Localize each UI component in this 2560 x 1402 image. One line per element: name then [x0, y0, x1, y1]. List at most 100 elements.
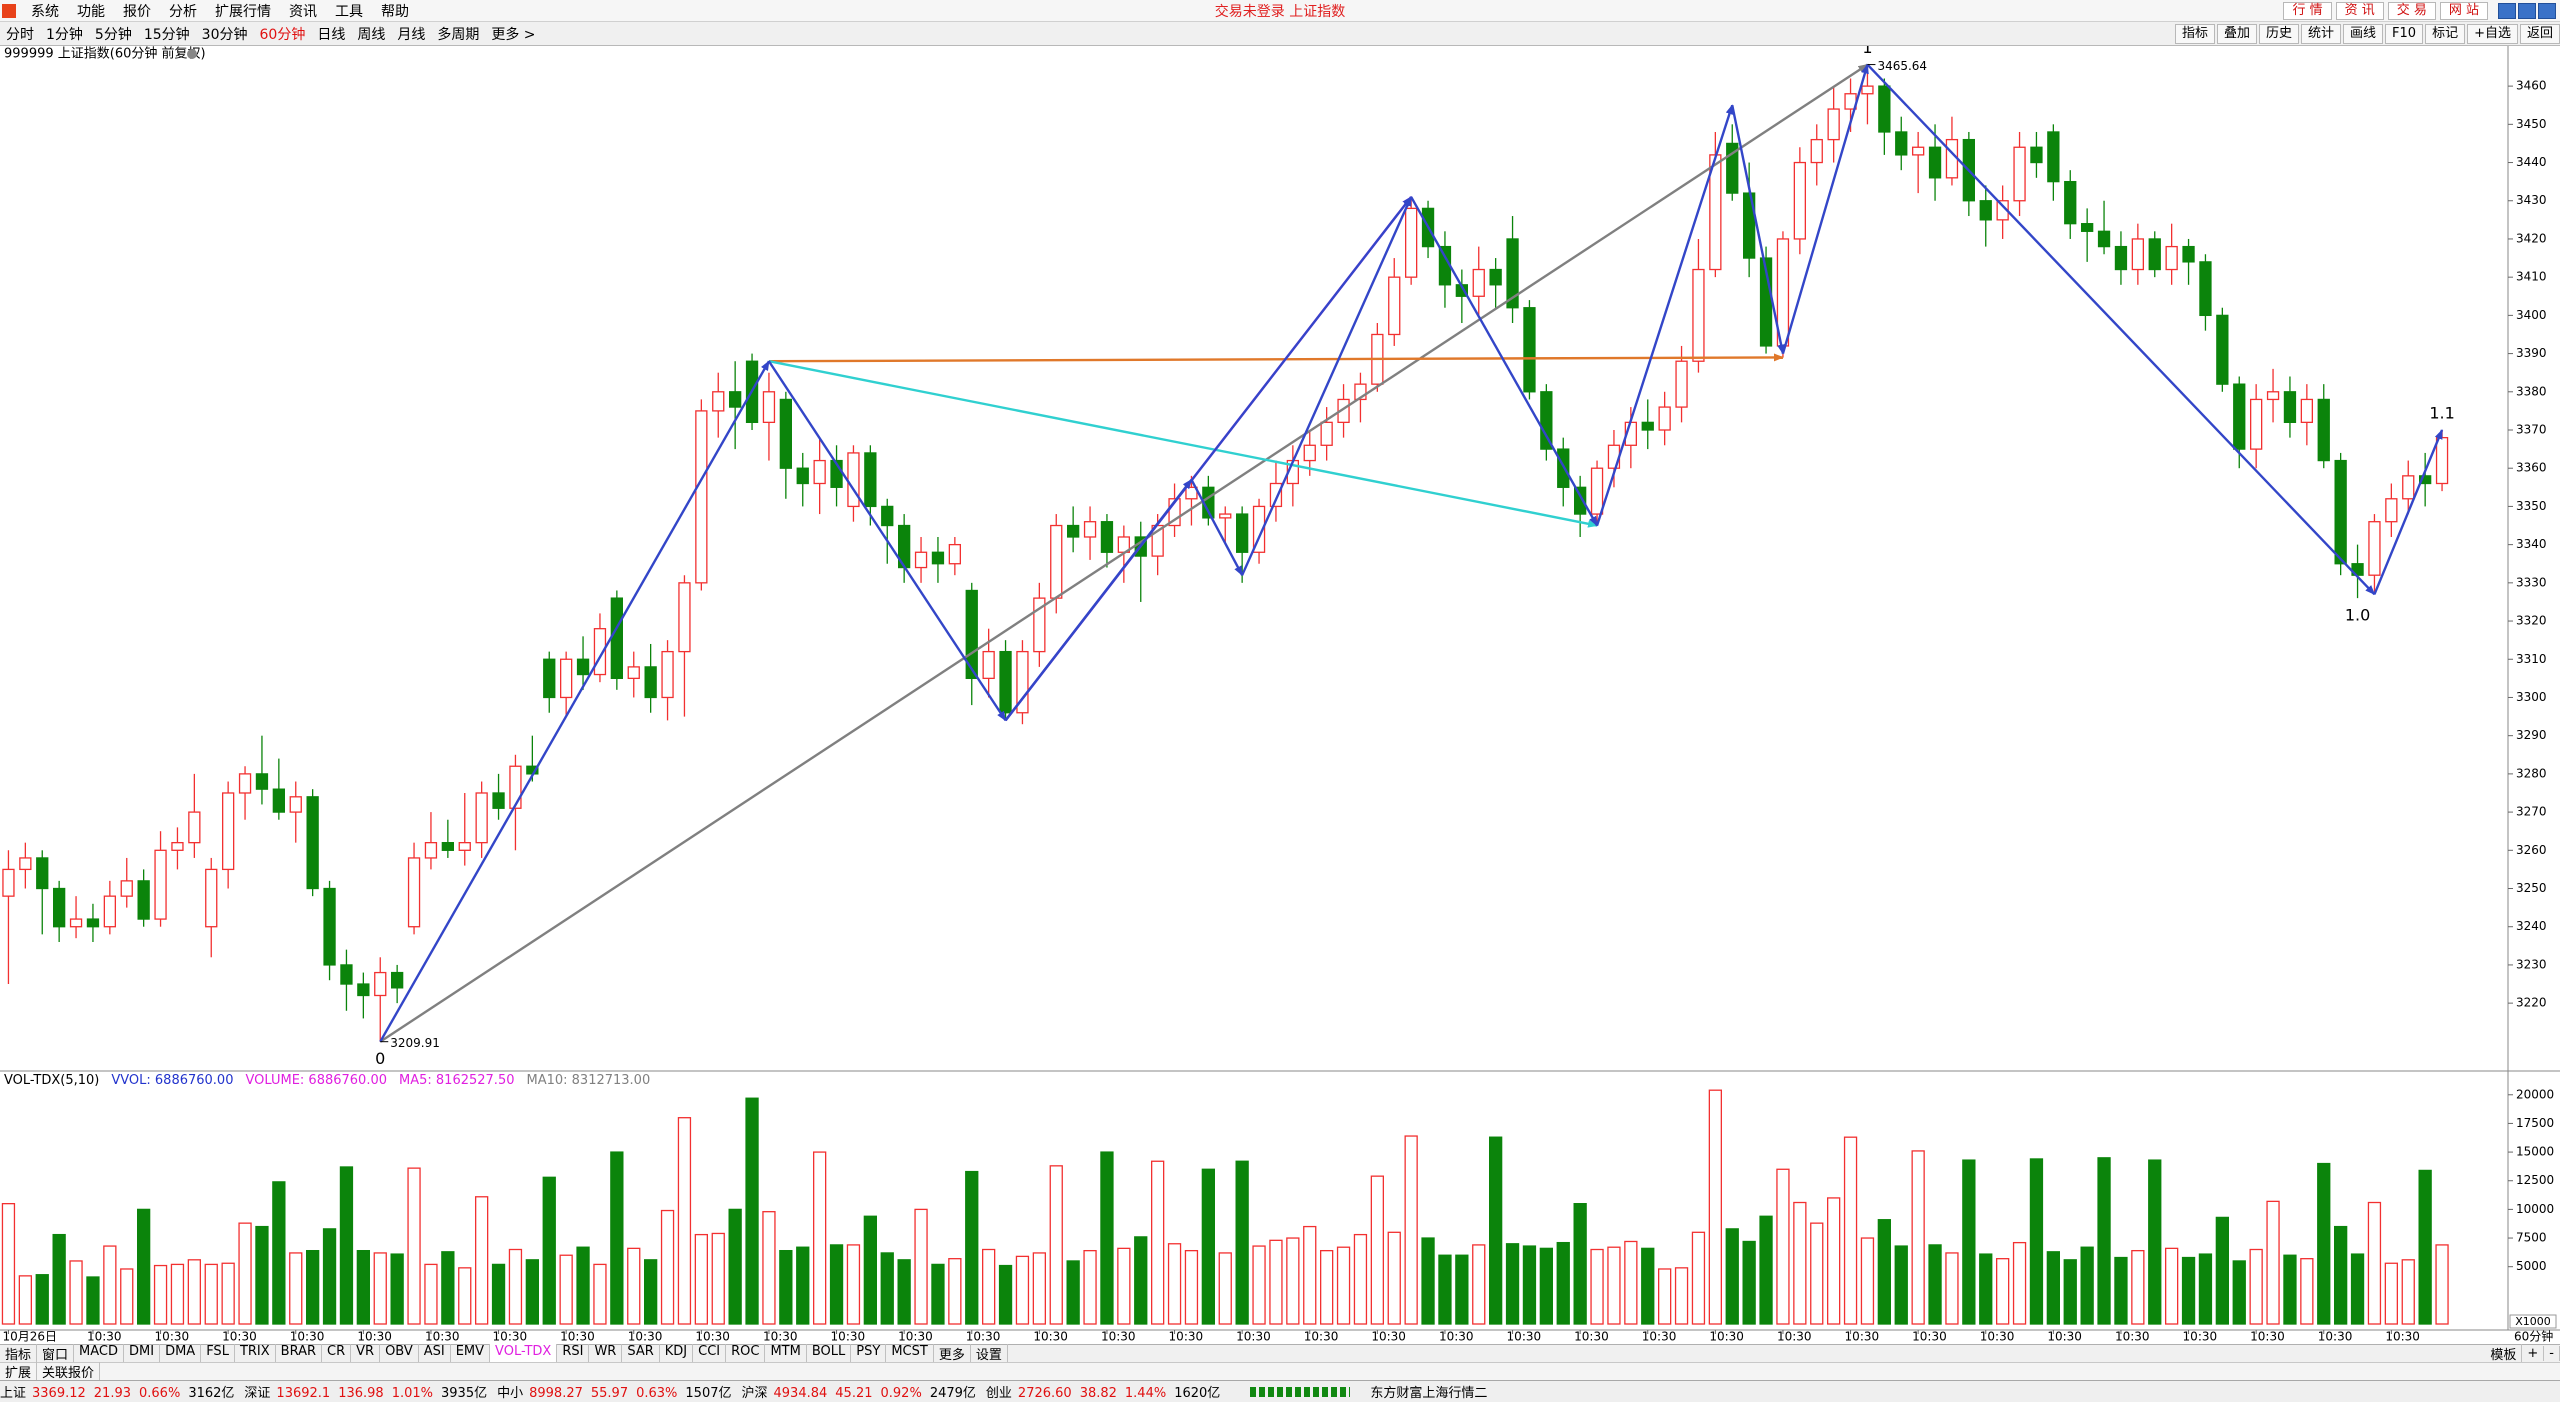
period-tab[interactable]: 日线 [317, 26, 346, 43]
menu-item[interactable]: 分析 [169, 3, 197, 20]
indicator-tab[interactable]: CCI [693, 1344, 727, 1363]
candle-body [881, 505, 894, 527]
index-quote[interactable]: 深证 13692.1 136.98 1.01% 3935亿 [244, 1382, 487, 1401]
candle-body [509, 765, 522, 809]
volume-header-item: VVOL: 6886760.00 [111, 1073, 233, 1088]
tool-button[interactable]: +自选 [2467, 23, 2518, 44]
template-button[interactable]: 模板 [2485, 1344, 2523, 1363]
candle-body [1320, 421, 1333, 446]
top-button[interactable]: 交 易 [2387, 1, 2436, 20]
close[interactable] [2538, 2, 2556, 19]
indicator-tab[interactable]: MTM [765, 1344, 807, 1363]
indicator-tab[interactable]: KDJ [660, 1344, 694, 1363]
top-buttons: 行 情资 讯交 易网 站 [2279, 1, 2488, 20]
period-tab[interactable]: 5分钟 [94, 26, 132, 43]
x-tick-label: 10:30 [357, 1330, 392, 1344]
indicator-tab[interactable]: TRIX [235, 1344, 276, 1363]
candle-body [1033, 597, 1046, 653]
tool-button[interactable]: F10 [2385, 23, 2424, 44]
tool-button[interactable]: 叠加 [2216, 23, 2257, 44]
period-tab[interactable]: 15分钟 [143, 26, 190, 43]
indicator-tab[interactable]: DMI [124, 1344, 161, 1363]
volume-bar [1590, 1248, 1604, 1325]
volume-bar [1911, 1150, 1925, 1325]
indicator-tab[interactable]: BRAR [276, 1344, 323, 1363]
index-pct: 0.66% [139, 1386, 181, 1401]
menu-item[interactable]: 系统 [31, 3, 59, 20]
indicator-tab[interactable]: 指标 [0, 1344, 38, 1363]
ext-tab[interactable]: 扩展 [0, 1362, 38, 1381]
app-logo[interactable] [2, 3, 16, 18]
maximize[interactable] [2518, 2, 2536, 19]
menu-item[interactable]: 工具 [335, 3, 363, 20]
volume-bar [745, 1097, 759, 1325]
indicator-tab[interactable]: VR [351, 1344, 381, 1363]
index-pct: 0.92% [880, 1386, 922, 1401]
menu-item[interactable]: 扩展行情 [215, 3, 271, 20]
volume-bar [1235, 1160, 1249, 1325]
indicator-tab[interactable]: BOLL [807, 1344, 852, 1363]
indicator-tab[interactable]: RSI [557, 1344, 590, 1363]
tool-button[interactable]: 画线 [2343, 23, 2384, 44]
tool-button[interactable]: 标记 [2425, 23, 2466, 44]
tool-button[interactable]: 指标 [2174, 23, 2215, 44]
candle-body [475, 792, 488, 844]
tool-button[interactable]: 历史 [2258, 23, 2299, 44]
period-tab[interactable]: 多周期 [437, 26, 480, 43]
period-tab[interactable]: 60分钟 [259, 26, 306, 43]
volume-bar [373, 1252, 387, 1325]
indicator-tab[interactable]: WR [589, 1344, 623, 1363]
period-tab[interactable]: 月线 [397, 26, 426, 43]
indicator-tab[interactable]: OBV [380, 1344, 419, 1363]
volume-y-tick-label: 5000 [2516, 1259, 2547, 1273]
top-button[interactable]: 行 情 [2283, 1, 2332, 20]
indicator-tab[interactable]: ASI [419, 1344, 451, 1363]
index-quote[interactable]: 创业 2726.60 38.82 1.44% 1620亿 [986, 1382, 1220, 1401]
period-tab[interactable]: 30分钟 [201, 26, 248, 43]
indicator-tab[interactable]: DMA [160, 1344, 202, 1363]
indicator-tab[interactable]: EMV [451, 1344, 491, 1363]
index-quote[interactable]: 上证 3369.12 21.93 0.66% 3162亿 [0, 1382, 234, 1401]
indicator-tab[interactable]: 设置 [971, 1344, 1008, 1363]
period-tab[interactable]: 更多 > [491, 26, 536, 43]
indicator-tab[interactable]: 窗口 [37, 1344, 75, 1363]
candle-body [864, 452, 877, 508]
menu-item[interactable]: 资讯 [289, 3, 317, 20]
x-tick-label: 10:30 [155, 1330, 190, 1344]
template-button[interactable]: + [2522, 1346, 2545, 1361]
minimize[interactable] [2498, 2, 2516, 19]
index-quote[interactable]: 中小 8998.27 55.97 0.63% 1507亿 [497, 1382, 731, 1401]
indicator-tab[interactable]: 更多 [934, 1344, 971, 1363]
period-tab[interactable]: 1分钟 [46, 26, 83, 43]
x-tick-label: 10:30 [1507, 1330, 1542, 1344]
indicator-tab[interactable]: FSL [201, 1344, 235, 1363]
template-button[interactable]: - [2544, 1346, 2560, 1361]
volume-bar [1015, 1255, 1030, 1325]
period-tab[interactable]: 周线 [357, 26, 386, 43]
index-pct: 1.01% [391, 1386, 433, 1401]
indicator-tab[interactable]: VOL-TDX [490, 1344, 558, 1363]
ext-tab[interactable]: 关联报价 [37, 1362, 101, 1381]
index-quote[interactable]: 沪深 4934.84 45.21 0.92% 2479亿 [742, 1382, 976, 1401]
price-mark-label: 3209.91 [390, 1036, 440, 1050]
title-icon[interactable] [187, 49, 197, 59]
indicator-tab[interactable]: MCST [886, 1344, 934, 1363]
indicator-tab[interactable]: CR [322, 1344, 352, 1363]
tabs: 指标 窗口 MACD DMI DMA FSL TRIX BRAR CR VR OBV ASI EMV VO… [0, 1344, 1008, 1363]
top-button[interactable]: 网 站 [2439, 1, 2488, 20]
period-tab[interactable]: 分时 [6, 26, 34, 43]
candle-body [323, 887, 336, 966]
y-tick-label: 3240 [2516, 919, 2547, 933]
menu-item[interactable]: 功能 [77, 3, 105, 20]
indicator-tab[interactable]: PSY [851, 1344, 887, 1363]
tool-button[interactable]: 返回 [2519, 23, 2560, 44]
candle-body [610, 597, 623, 680]
tool-button[interactable]: 统计 [2301, 23, 2342, 44]
chart-title: 999999 上证指数(60分钟 前复权) [4, 46, 206, 62]
indicator-tab[interactable]: ROC [726, 1344, 766, 1363]
indicator-tab[interactable]: SAR [622, 1344, 660, 1363]
menu-item[interactable]: 报价 [123, 3, 151, 20]
menu-item[interactable]: 帮助 [381, 3, 409, 20]
top-button[interactable]: 资 讯 [2335, 1, 2384, 20]
indicator-tab[interactable]: MACD [74, 1344, 124, 1363]
